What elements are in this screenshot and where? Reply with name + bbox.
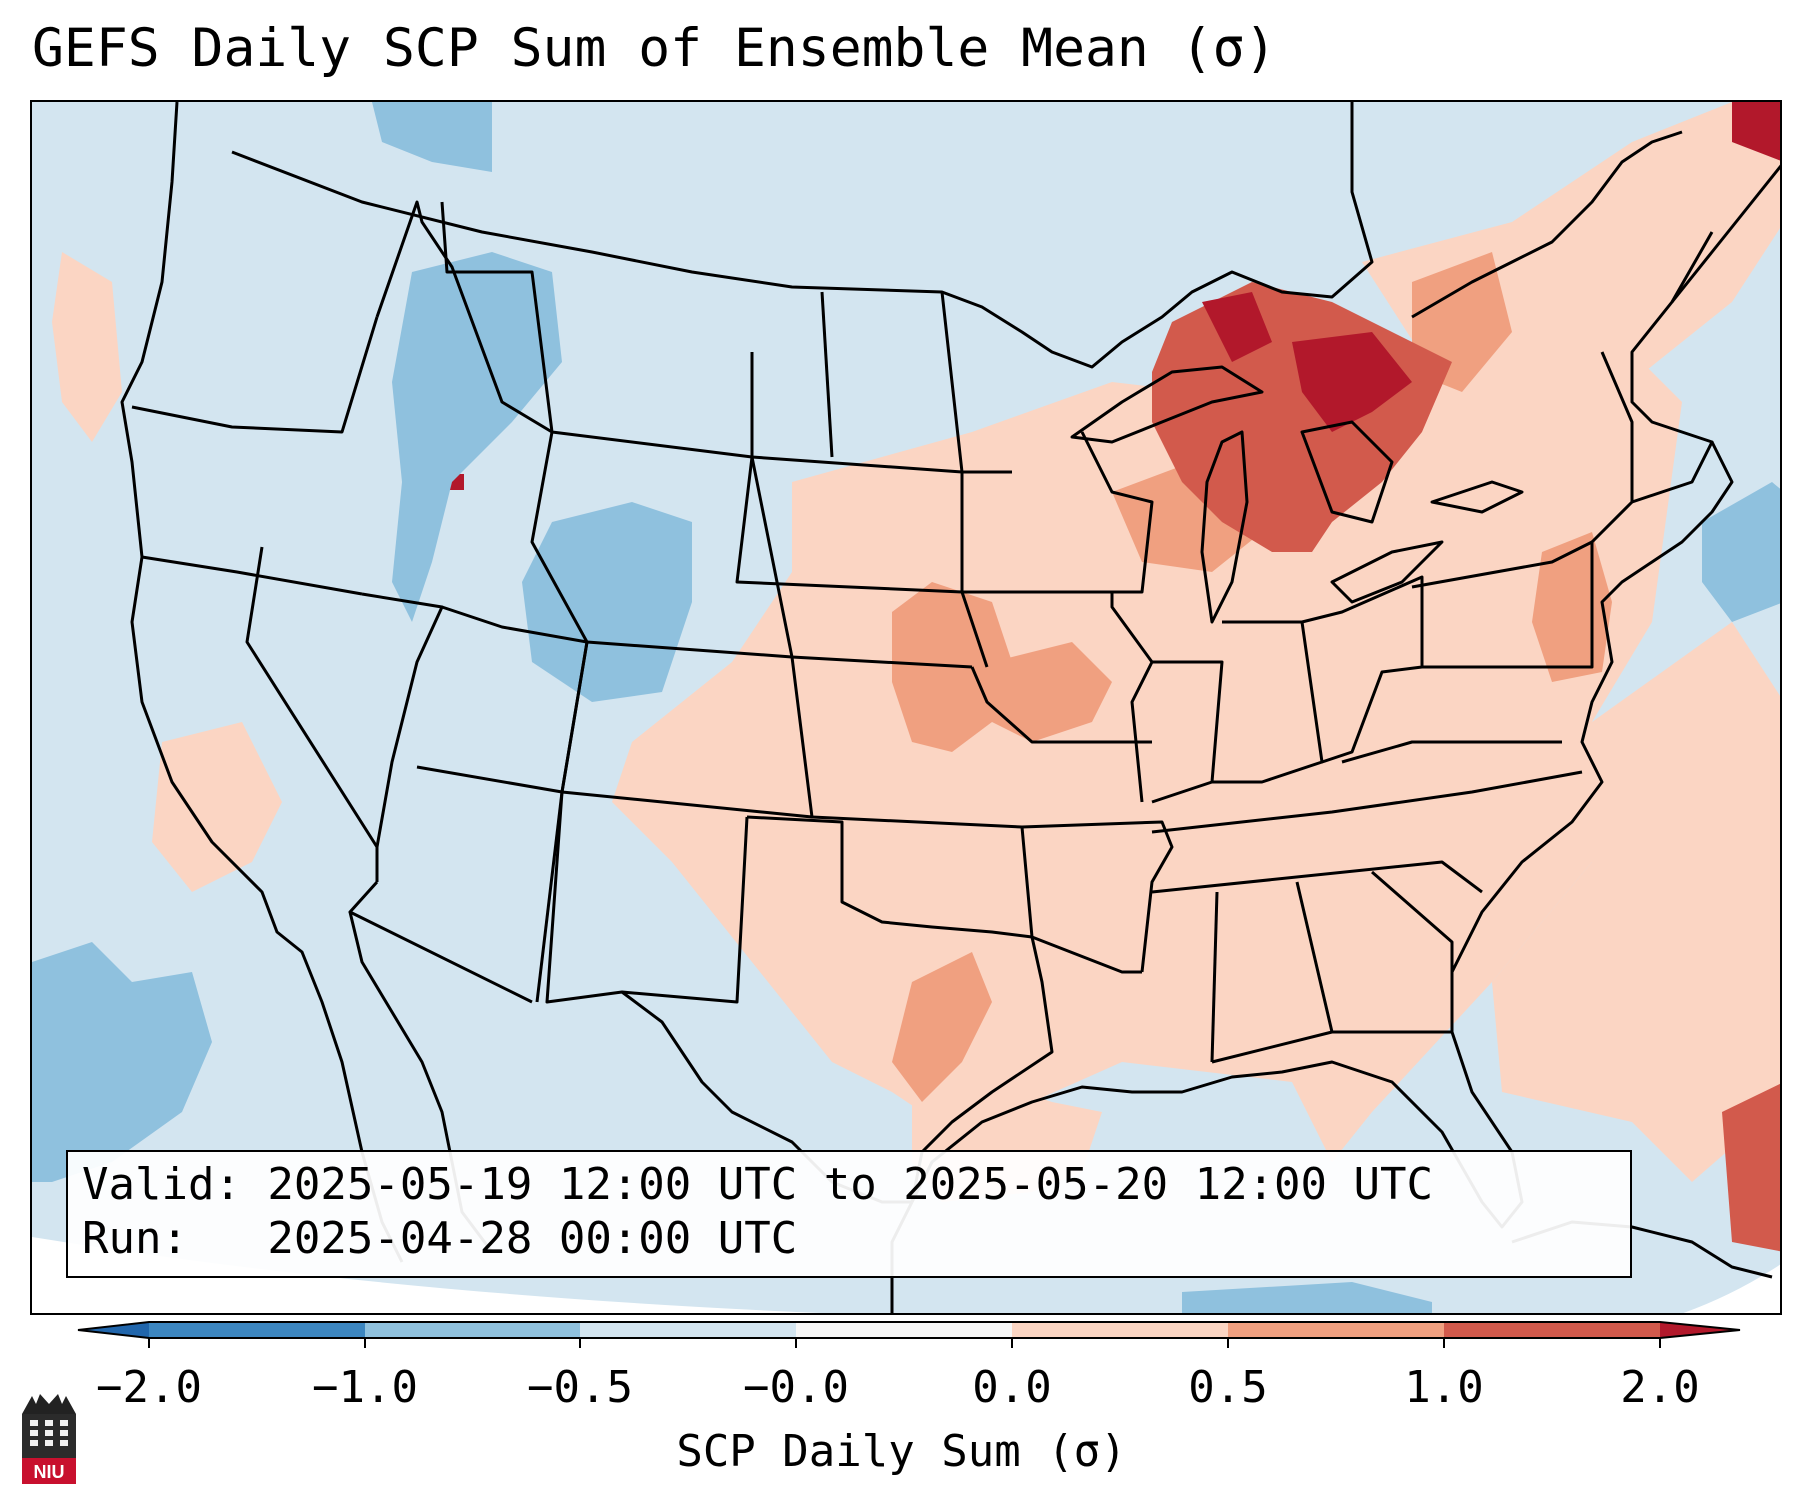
colorbar-tick-label: −1.0 <box>312 1362 418 1413</box>
colorbar-tick-label: −0.0 <box>743 1362 849 1413</box>
anomaly-layer <box>32 102 1780 1313</box>
border-ia-mo <box>970 666 1152 744</box>
border-us-canada-east <box>1411 130 1683 319</box>
colorbar-label: SCP Daily Sum (σ) <box>676 1426 1127 1477</box>
border-ca-nv <box>245 546 379 882</box>
anomaly-area-new-brunswick-core <box>1732 102 1780 161</box>
lake-erie <box>1330 540 1444 604</box>
colorbar-tick-label: 0.5 <box>1188 1362 1268 1413</box>
run-time-text: Run: 2025-04-28 00:00 UTC <box>82 1213 798 1264</box>
map-outside-projection-right <box>1683 1264 1780 1313</box>
anomaly-area-south-boundary <box>1182 1282 1432 1313</box>
border-il-in <box>1151 660 1224 804</box>
anomaly-area-atlantic <box>1492 622 1780 1182</box>
border-or-ca <box>141 555 363 596</box>
border-wi-mi <box>1080 431 1154 594</box>
border-sd-ne <box>735 456 963 594</box>
border-nd-mn <box>940 291 989 668</box>
border-mt-nd <box>820 291 834 458</box>
niu-tower-logo-icon: NIU <box>22 1394 76 1484</box>
colorbar-segment <box>1444 1322 1660 1338</box>
border-mo-ar <box>1021 820 1174 973</box>
lake-ontario <box>1430 480 1524 514</box>
border-ca-az <box>348 880 533 1004</box>
lake-superior <box>1070 365 1264 444</box>
colorbar-extend-min <box>78 1322 149 1338</box>
colorbar-segment <box>580 1322 796 1338</box>
logo-text: NIU <box>34 1462 65 1482</box>
coast-nova-scotia <box>1670 164 1780 303</box>
colorbar-tick-label: −2.0 <box>96 1362 202 1413</box>
colorbar-tick-label: 1.0 <box>1404 1362 1484 1413</box>
lake-huron <box>1300 420 1394 524</box>
anomaly-area-ozarks <box>992 642 1112 742</box>
anomaly-area-eastern-us <box>612 312 1682 1162</box>
colorbar-tick-label: −0.5 <box>527 1362 633 1413</box>
map-svg <box>32 102 1780 1313</box>
border-wa-or <box>131 316 379 434</box>
border-ks-ok <box>811 815 1023 829</box>
anomaly-area-atlantic-east <box>1702 482 1780 622</box>
coast-pacific <box>120 102 404 1263</box>
border-mt <box>440 201 753 459</box>
colorbar-segment <box>365 1322 580 1338</box>
border-nv-ut <box>361 592 444 848</box>
colorbar-tick-label: 0.0 <box>972 1362 1052 1413</box>
border-ne-ks <box>791 655 973 669</box>
anomaly-area-pacific-coast <box>52 252 122 442</box>
anomaly-area-baja <box>152 722 282 892</box>
map-outside-projection <box>32 1237 822 1313</box>
colorbar-ticks <box>148 1338 1661 1348</box>
border-al-ga <box>1295 881 1334 1033</box>
anomaly-area-utah-idaho <box>392 252 562 622</box>
state-boundaries <box>120 102 1780 1313</box>
border-ny-ne <box>1590 351 1634 544</box>
anomaly-area-pacific-sw <box>32 942 212 1182</box>
anomaly-area-great-lakes-core <box>1202 292 1272 362</box>
border-gulf-fl <box>1211 1030 1452 1064</box>
colorbar-extend-max <box>1660 1322 1740 1338</box>
colorbar-segments <box>77 1321 1741 1339</box>
chart-title: GEFS Daily SCP Sum of Ensemble Mean (σ) <box>32 18 1277 79</box>
colorbar <box>77 1321 1741 1348</box>
border-ms-al <box>1210 891 1219 1063</box>
colorbar-tick-label: 2.0 <box>1620 1362 1700 1413</box>
colorbar-segment <box>796 1322 1012 1338</box>
border-az-nm <box>535 791 564 1003</box>
border-va-nc <box>1341 740 1562 764</box>
border-ar-la <box>1020 826 1142 974</box>
colorbar-segment <box>1228 1322 1444 1338</box>
anomaly-area-lake-huron-core <box>1292 332 1412 432</box>
map-panel <box>30 100 1782 1315</box>
info-box: Valid: 2025-05-19 12:00 UTC to 2025-05-2… <box>66 1150 1632 1278</box>
anomaly-area-montana-canada <box>372 102 492 172</box>
valid-time-text: Valid: 2025-05-19 12:00 UTC to 2025-05-2… <box>82 1159 1434 1210</box>
lake-michigan <box>1200 430 1249 624</box>
coast-atlantic <box>1450 441 1734 1032</box>
border-co <box>560 641 814 819</box>
border-us-canada <box>231 102 1374 369</box>
border-id <box>375 200 553 434</box>
border-tn-south <box>1151 860 1483 894</box>
border-ky-tn <box>1151 770 1583 834</box>
colorbar-segment <box>149 1322 365 1338</box>
border-new-england <box>1630 231 1714 504</box>
anomaly-area-texas-coast <box>892 952 992 1102</box>
anomaly-area-colorado <box>522 502 692 702</box>
border-mn-wi-ia <box>962 590 1154 803</box>
colorbar-segment <box>1012 1322 1228 1338</box>
anomaly-area-caribbean <box>1722 1083 1780 1252</box>
